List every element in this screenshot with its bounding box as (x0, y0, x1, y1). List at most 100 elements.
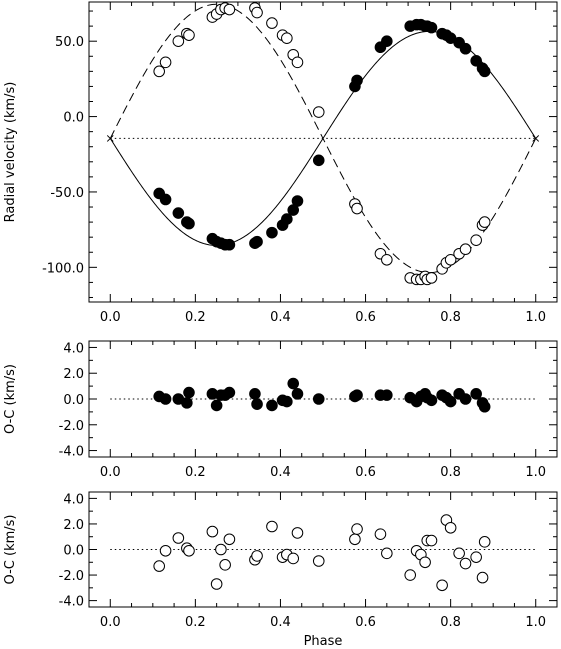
conjunction-marker (532, 135, 540, 142)
y-tick-label: 0.0 (63, 393, 84, 408)
primary-data-point (470, 54, 482, 67)
y-tick-label: 50.0 (55, 35, 84, 50)
primary-data-point (351, 74, 363, 87)
y-tick-label: 4.0 (63, 492, 84, 507)
secondary-data-point (351, 523, 363, 535)
secondary-data-point (478, 216, 491, 228)
secondary-data-point (453, 547, 465, 560)
secondary-data-point (476, 571, 489, 584)
secondary-data-point (381, 253, 393, 266)
primary-data-point (281, 395, 293, 408)
secondary-data-point (183, 29, 195, 41)
x-tick-label: 0.0 (100, 310, 121, 325)
primary-data-point (351, 389, 363, 401)
secondary-data-point (374, 528, 387, 540)
x-tick-label: 0.0 (100, 615, 121, 630)
secondary-data-point (206, 525, 219, 538)
secondary-data-point (159, 56, 172, 69)
primary-data-point (478, 65, 491, 78)
secondary-data-point (444, 521, 457, 534)
x-tick-label: 0.6 (355, 310, 376, 325)
primary-data-point (249, 388, 261, 400)
primary-data-point (223, 238, 236, 251)
x-tick-label: 0.4 (270, 465, 291, 480)
secondary-data-point (153, 560, 165, 572)
secondary-orbit-curve (109, 3, 537, 274)
secondary-data-point (223, 533, 236, 546)
secondary-data-point (470, 234, 482, 246)
primary-data-point (425, 21, 438, 34)
primary-data-point (478, 400, 491, 413)
secondary-data-point (478, 536, 491, 548)
secondary-data-point (425, 272, 438, 284)
secondary-data-point (444, 253, 457, 266)
primary-data-point (172, 207, 185, 219)
secondary-data-point (312, 555, 325, 567)
secondary-data-point (172, 35, 185, 47)
secondary-data-point (251, 6, 263, 19)
x-tick-label: 0.8 (440, 310, 461, 325)
primary-data-point (183, 386, 195, 399)
secondary-data-point (223, 3, 236, 16)
secondary-data-point (266, 520, 278, 533)
primary-data-point (444, 395, 457, 408)
conjunction-marker (106, 135, 114, 142)
primary-data-point (381, 35, 393, 47)
x-tick-label: 0.2 (185, 465, 206, 480)
x-tick-label: 0.6 (355, 615, 376, 630)
x-tick-label: 1.0 (525, 465, 546, 480)
y-tick-label: 4.0 (63, 341, 84, 356)
primary-data-point (266, 226, 278, 239)
secondary-data-point (159, 544, 172, 557)
secondary-data-point (183, 544, 195, 557)
secondary-data-point (219, 559, 231, 571)
y-tick-label: -2.0 (59, 569, 84, 584)
primary-data-point (181, 397, 193, 409)
x-tick-label: 0.4 (270, 615, 291, 630)
y-tick-label: 2.0 (63, 518, 84, 533)
y-tick-label: 2.0 (63, 367, 84, 382)
primary-data-point (251, 235, 263, 248)
y-tick-label: 0.0 (63, 544, 84, 559)
secondary-data-point (172, 532, 185, 544)
secondary-data-point (312, 106, 325, 118)
primary-data-point (312, 154, 325, 167)
x-tick-label: 1.0 (525, 310, 546, 325)
primary-data-point (281, 213, 293, 225)
secondary-data-point (153, 65, 165, 78)
secondary-data-point (210, 578, 223, 590)
y-tick-label: 0.0 (63, 111, 84, 126)
primary-data-point (425, 394, 438, 407)
primary-data-point (291, 195, 304, 207)
secondary-data-point (470, 551, 482, 563)
plot-frame (88, 1, 558, 303)
secondary-data-point (281, 32, 293, 44)
y-tick-label: -50.0 (50, 186, 84, 201)
primary-data-point (291, 388, 304, 400)
secondary-data-point (425, 534, 438, 547)
secondary-data-point (459, 243, 472, 256)
secondary-data-point (251, 550, 263, 562)
x-tick-label: 0.2 (185, 310, 206, 325)
y-tick-label: -4.0 (59, 445, 84, 460)
y-tick-label: -100.0 (42, 261, 84, 276)
secondary-data-point (381, 547, 393, 560)
primary-data-point (210, 399, 223, 412)
primary-data-point (459, 42, 472, 55)
y-tick-label: -2.0 (59, 419, 84, 434)
primary-data-point (459, 393, 472, 405)
x-tick-label: 0.0 (100, 465, 121, 480)
secondary-data-point (349, 533, 361, 546)
x-tick-label: 0.4 (270, 310, 291, 325)
y-tick-label: -4.0 (59, 595, 84, 610)
primary-data-point (223, 386, 236, 399)
secondary-data-point (215, 543, 227, 556)
y-axis-label: O-C (km/s) (3, 515, 18, 585)
oc-primary-panel: 0.0 0.2 0.4 0.6 0.8 1.0 -4.0 -2.0 0.0 2.0 4.0 O-C (… (3, 340, 558, 480)
secondary-data-point (291, 527, 304, 539)
secondary-data-point (291, 56, 304, 69)
y-axis-label: Radial velocity (km/s) (3, 82, 18, 223)
secondary-data-point (287, 552, 300, 565)
primary-data-point (470, 388, 482, 400)
